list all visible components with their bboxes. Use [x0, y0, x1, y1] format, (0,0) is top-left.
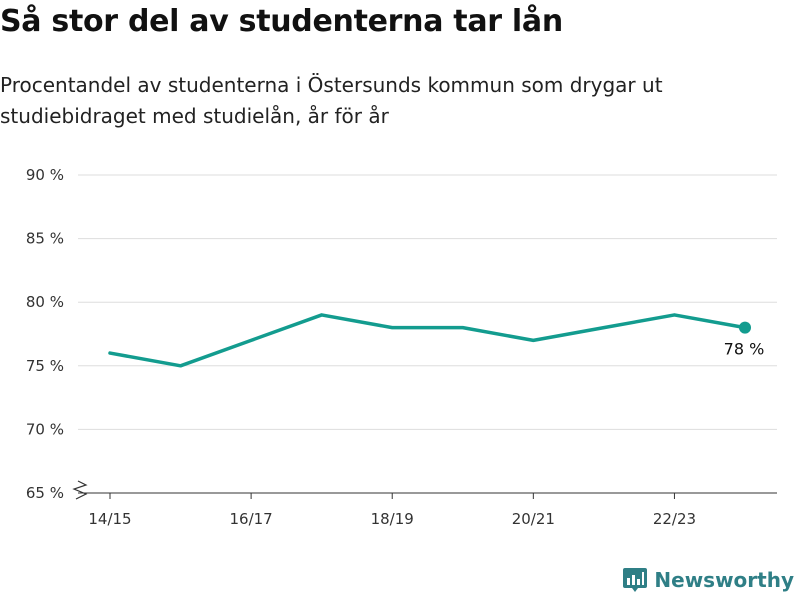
x-tick-label: 20/21 — [512, 510, 555, 528]
newsworthy-logo: Newsworthy — [622, 566, 794, 594]
newsworthy-chart-icon — [623, 568, 648, 592]
y-tick-label: 90 % — [26, 166, 64, 184]
end-point-marker — [739, 321, 751, 334]
line-chart: 65 % 70 % 75 % 80 % 85 % 90 % 14/15 16/17 18/19 2… — [26, 166, 777, 528]
y-tick-label: 70 % — [26, 420, 64, 438]
chart-title: Så stor del av studenterna tar lån — [0, 4, 563, 39]
x-tick-label: 18/19 — [371, 510, 414, 528]
chart-subtitle: Procentandel av studenterna i Östersunds… — [0, 73, 663, 128]
x-tick-label: 16/17 — [229, 510, 272, 528]
y-tick-label: 85 % — [26, 230, 64, 248]
x-tick-label: 22/23 — [653, 510, 696, 528]
y-tick-label: 80 % — [26, 293, 64, 311]
logo-text: Newsworthy — [654, 568, 794, 592]
y-tick-label: 65 % — [26, 484, 64, 502]
series-line — [108, 313, 747, 368]
x-tick-label: 14/15 — [88, 510, 131, 528]
end-value-label: 78 % — [724, 340, 765, 359]
y-tick-label: 75 % — [26, 357, 64, 375]
axis-break-icon — [72, 480, 88, 500]
